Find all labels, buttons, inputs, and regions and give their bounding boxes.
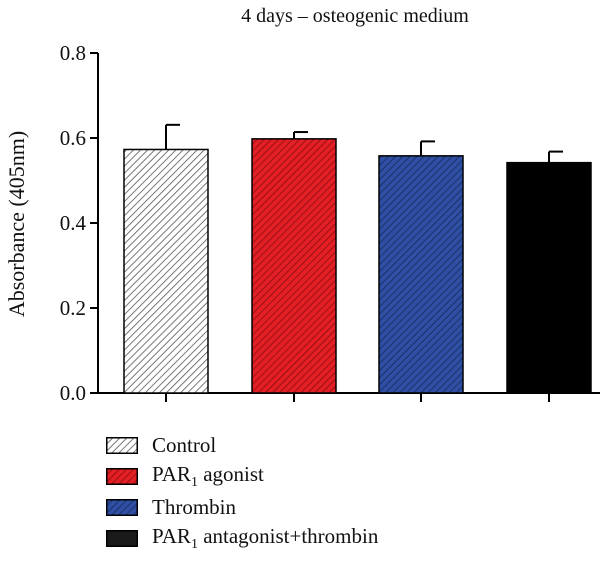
bar-chart: 4 days – osteogenic medium Absorbance (4… xyxy=(4,5,600,405)
chart-title: 4 days – osteogenic medium xyxy=(241,5,469,27)
legend-label-control: Control xyxy=(152,433,217,457)
y-tick-label: 0.0 xyxy=(60,381,86,405)
legend-swatch-par1-antagonist-thrombin xyxy=(106,530,138,547)
y-tick-label: 0.6 xyxy=(60,126,86,150)
legend-item-thrombin: Thrombin xyxy=(106,492,378,523)
y-tick-label: 0.8 xyxy=(60,41,86,65)
bar xyxy=(506,161,592,394)
y-axis-label: Absorbance (405nm) xyxy=(4,131,29,317)
legend: Control PAR1 agonist Thrombin PAR1 antag… xyxy=(106,430,378,554)
legend-item-control: Control xyxy=(106,430,378,461)
legend-label-par1-antagonist-thrombin: PAR1 antagonist+thrombin xyxy=(152,524,378,553)
legend-label-par1-agonist-post: agonist xyxy=(197,461,264,486)
legend-label-par1-agonist-pre: PAR xyxy=(152,461,191,486)
y-tick-label: 0.2 xyxy=(60,296,86,320)
legend-label-par1-antagonist-post: antagonist+thrombin xyxy=(197,523,379,548)
legend-label-par1-antagonist-pre: PAR xyxy=(152,523,191,548)
legend-swatch-control xyxy=(106,437,138,454)
legend-item-par1-agonist: PAR1 agonist xyxy=(106,461,378,492)
bar xyxy=(123,148,209,394)
bar xyxy=(378,155,464,394)
legend-label-par1-agonist-sub: 1 xyxy=(190,475,198,491)
legend-label-par1-antagonist-sub: 1 xyxy=(190,537,198,553)
legend-label-thrombin: Thrombin xyxy=(152,495,236,519)
legend-swatch-par1-agonist xyxy=(106,468,138,485)
legend-swatch-thrombin xyxy=(106,499,138,516)
bar xyxy=(251,138,337,394)
y-tick-label: 0.4 xyxy=(60,211,87,235)
legend-label-par1-agonist: PAR1 agonist xyxy=(152,462,264,491)
legend-item-par1-antagonist-thrombin: PAR1 antagonist+thrombin xyxy=(106,523,378,554)
